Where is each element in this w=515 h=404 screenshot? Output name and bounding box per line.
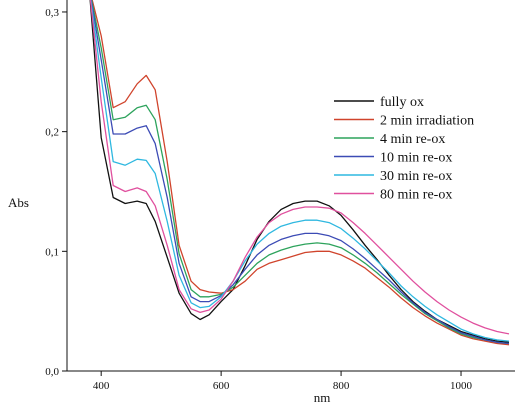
legend-label: 30 min re-ox bbox=[380, 169, 452, 184]
series-line-2 bbox=[90, 0, 510, 345]
legend-label: 80 min re-ox bbox=[380, 188, 452, 203]
x-tick-label: 800 bbox=[333, 380, 350, 392]
y-axis-title: Abs bbox=[8, 195, 29, 210]
y-tick-label: 0,3 bbox=[45, 7, 59, 19]
legend-label: 2 min irradiation bbox=[380, 114, 474, 129]
series-line-3 bbox=[90, 0, 510, 345]
series-line-4 bbox=[90, 0, 510, 342]
legend: fully ox 2 min irradiation 4 min re-ox 10 m… bbox=[334, 95, 474, 203]
y-tick-label: 0,0 bbox=[45, 366, 59, 378]
x-axis-title: nm bbox=[314, 390, 331, 404]
legend-label: fully ox bbox=[380, 95, 424, 110]
y-tick-label: 0,1 bbox=[45, 246, 59, 258]
y-axis-ticks: 0,0 0,1 0,2 0,3 bbox=[45, 7, 67, 378]
y-tick-label: 0,2 bbox=[45, 127, 59, 139]
series-line-1 bbox=[91, 0, 510, 346]
x-axis-ticks: 400 600 800 1000 bbox=[93, 371, 473, 392]
x-tick-label: 1000 bbox=[450, 380, 473, 392]
plot-area: 400 600 800 1000 0,0 0,1 0,2 0,3 bbox=[45, 0, 515, 392]
series-line-5 bbox=[89, 0, 510, 335]
series-layer bbox=[89, 0, 510, 346]
x-tick-label: 600 bbox=[213, 380, 230, 392]
x-tick-label: 400 bbox=[93, 380, 110, 392]
legend-label: 4 min re-ox bbox=[380, 132, 445, 147]
legend-label: 10 min re-ox bbox=[380, 151, 452, 166]
